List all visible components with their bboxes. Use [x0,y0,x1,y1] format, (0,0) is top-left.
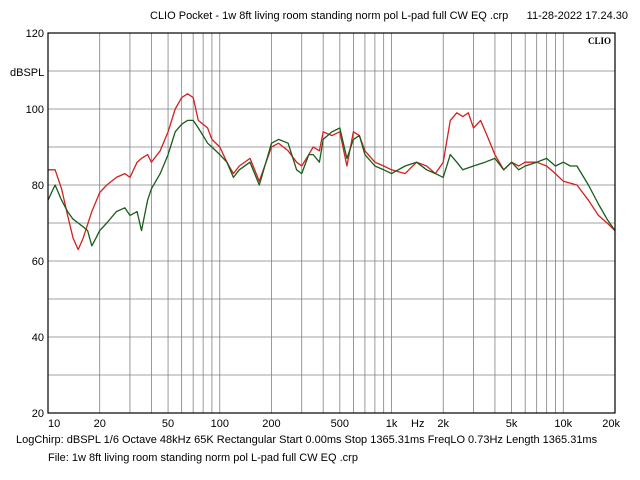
x-tick-label: 20 [94,418,106,430]
x-tick-label: 10k [554,418,572,430]
x-tick-label: 10 [48,418,60,430]
chart-title: CLIO Pocket - 1w 8ft living room standin… [150,10,509,22]
red-series-line [48,93,616,251]
measurement-status-bar: LogChirp: dBSPL 1/6 Octave 48kHz 65K Rec… [16,434,598,446]
y-tick-label: 80 [32,180,44,192]
green-series-line [47,119,616,247]
y-tick-label: 20 [32,408,44,420]
x-tick-label: 500 [331,418,349,430]
x-tick-label: 20k [602,418,620,430]
x-tick-label: 50 [162,418,174,430]
x-tick-label: 200 [262,418,280,430]
x-axis-label: Hz [411,418,424,430]
x-tick-label: 1k [386,418,398,430]
x-tick-label: 2k [437,418,449,430]
y-tick-label: 120 [26,28,44,40]
y-axis-label: dBSPL [10,67,44,79]
file-name: File: 1w 8ft living room standing norm p… [48,452,358,464]
y-tick-label: 60 [32,256,44,268]
y-tick-label: 100 [26,104,44,116]
plot-frame [47,32,616,414]
x-tick-label: 5k [506,418,518,430]
x-tick-label: 100 [211,418,229,430]
timestamp: 11-28-2022 17.24.30 [526,10,628,22]
brand-logo: CLIO [588,36,611,46]
y-tick-label: 40 [32,332,44,344]
